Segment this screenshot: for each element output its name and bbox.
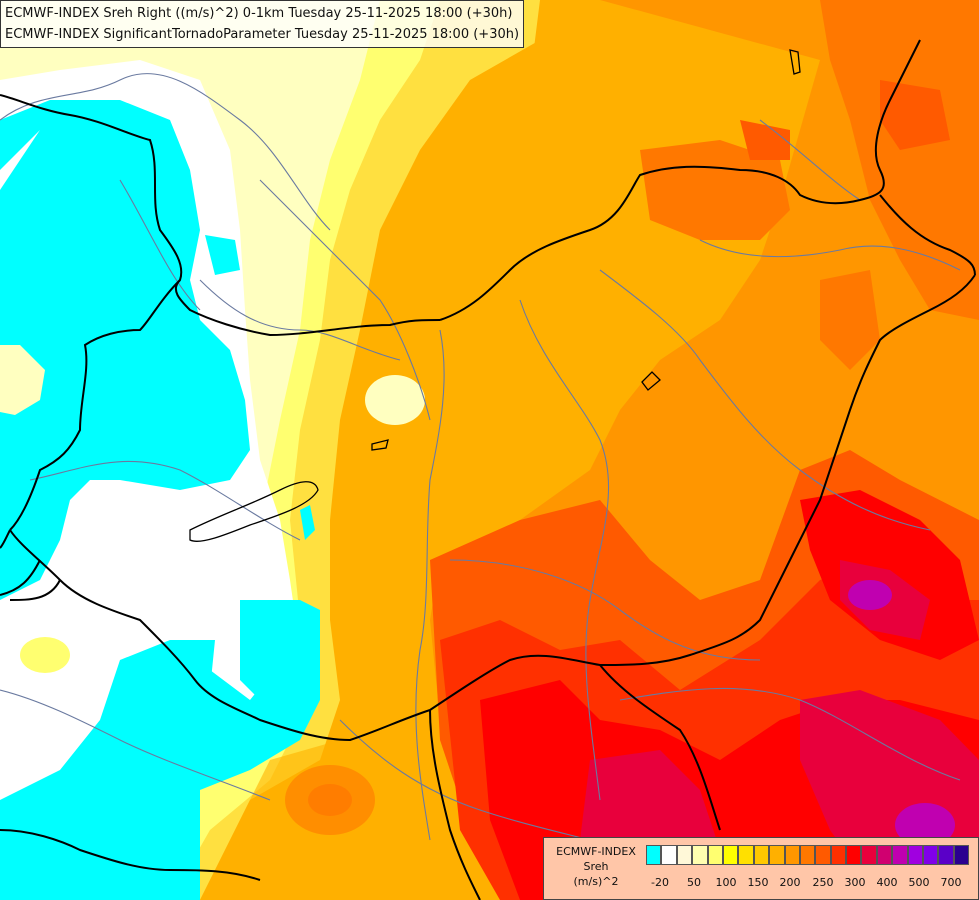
title-line-stp: ECMWF-INDEX SignificantTornadoParameter … [5, 27, 520, 42]
legend-tick: 150 [747, 876, 769, 889]
legend-swatch [892, 845, 908, 865]
legend-swatch [830, 845, 847, 865]
legend-tick: 700 [940, 876, 962, 889]
country-borders [0, 39, 976, 900]
legend-tick-labels: -20 50 100 150 200 250 300 400 500 700 [646, 876, 976, 892]
legend-swatch [738, 845, 754, 865]
colorbar-legend: ECMWF-INDEX Sreh (m/s)^2 -20 50 100 150 200 2… [543, 837, 979, 900]
legend-swatch [722, 845, 739, 865]
legend-swatch [907, 845, 924, 865]
legend-swatch [707, 845, 723, 865]
legend-tick: 400 [876, 876, 898, 889]
legend-tick: 50 [687, 876, 701, 889]
legend-title: ECMWF-INDEX Sreh (m/s)^2 [548, 844, 644, 889]
legend-swatch [876, 845, 893, 865]
field-east [200, 0, 979, 900]
legend-swatch [784, 845, 800, 865]
legend-tick: 250 [812, 876, 834, 889]
legend-swatch [846, 845, 862, 865]
legend-model: ECMWF-INDEX [556, 845, 636, 858]
legend-swatch [692, 845, 708, 865]
legend-swatch [661, 845, 677, 865]
legend-swatch [799, 845, 816, 865]
legend-swatch [769, 845, 785, 865]
legend-tick: -20 [651, 876, 669, 889]
legend-swatch [676, 845, 693, 865]
title-line-sreh: ECMWF-INDEX Sreh Right ((m/s)^2) 0-1km T… [5, 6, 513, 21]
legend-tick: 300 [844, 876, 866, 889]
legend-swatch [938, 845, 954, 865]
lakes [189, 49, 801, 542]
legend-swatch [953, 845, 970, 865]
legend-swatch [861, 845, 877, 865]
rivers [0, 72, 961, 861]
legend-variable: Sreh [583, 860, 609, 873]
field-west [0, 0, 560, 900]
legend-tick: 500 [908, 876, 930, 889]
legend-color-bar [646, 845, 970, 865]
legend-swatch [815, 845, 831, 865]
legend-tick: 200 [779, 876, 801, 889]
legend-swatch [923, 845, 939, 865]
legend-swatch [753, 845, 770, 865]
legend-unit: (m/s)^2 [573, 875, 619, 888]
legend-swatch [646, 845, 662, 865]
map-title-box: ECMWF-INDEX Sreh Right ((m/s)^2) 0-1km T… [0, 0, 525, 48]
legend-tick: 100 [715, 876, 737, 889]
